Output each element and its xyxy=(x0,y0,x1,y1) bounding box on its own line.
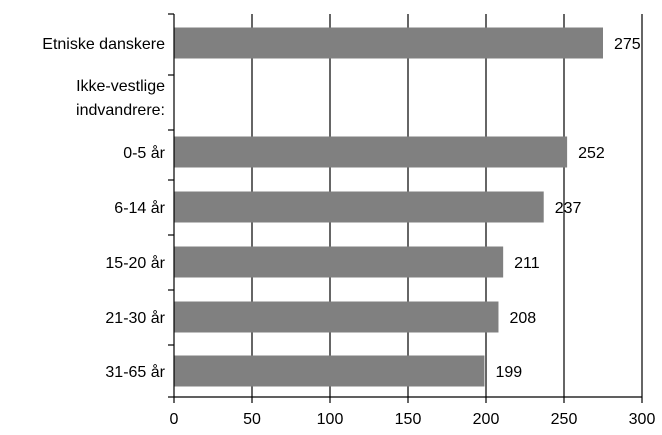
bar-5 xyxy=(174,301,499,333)
data-label-3: 237 xyxy=(555,200,582,217)
category-label-1: Ikke-vestlige indvandrere: xyxy=(76,78,165,119)
category-label-3: 6-14 år xyxy=(114,199,165,217)
category-label-5: 21-30 år xyxy=(105,309,165,327)
data-label-5: 208 xyxy=(509,310,536,327)
data-label-0: 275 xyxy=(614,36,641,53)
data-label-2: 252 xyxy=(578,145,605,162)
labels: 0 50 100 150 200 250 300 Etniske danskere Ikke-v… xyxy=(42,36,655,428)
bar-2 xyxy=(174,136,568,168)
bar-0 xyxy=(174,27,603,59)
data-label-4: 211 xyxy=(514,255,540,272)
x-tick-label-300: 300 xyxy=(629,411,656,428)
x-tick-label-0: 0 xyxy=(170,411,179,428)
bar-6 xyxy=(174,355,485,387)
x-tick-label-50: 50 xyxy=(243,411,261,428)
data-label-6: 199 xyxy=(495,364,522,381)
x-tick-label-150: 150 xyxy=(395,411,422,428)
bar-3 xyxy=(174,191,544,223)
x-tick-label-200: 200 xyxy=(473,411,500,428)
category-label-6: 31-65 år xyxy=(105,363,165,381)
axes xyxy=(168,13,643,403)
x-tick-label-250: 250 xyxy=(551,411,578,428)
category-label-0: Etniske danskere xyxy=(42,36,165,53)
category-label-4: 15-20 år xyxy=(105,254,165,272)
x-tick-label-100: 100 xyxy=(317,411,344,428)
bar-4 xyxy=(174,246,504,278)
category-label-2: 0-5 år xyxy=(123,144,165,162)
bars xyxy=(174,27,603,387)
